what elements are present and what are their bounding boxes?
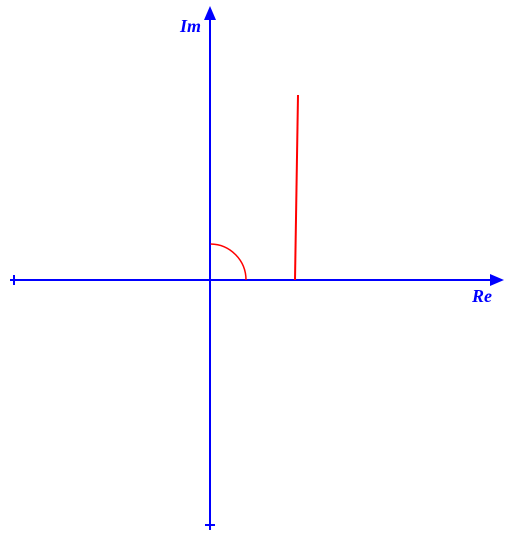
background [0, 0, 512, 549]
real-axis-label: Re [471, 286, 492, 306]
imaginary-axis-label: Im [179, 16, 201, 36]
complex-plane-diagram: Re Im [0, 0, 512, 549]
